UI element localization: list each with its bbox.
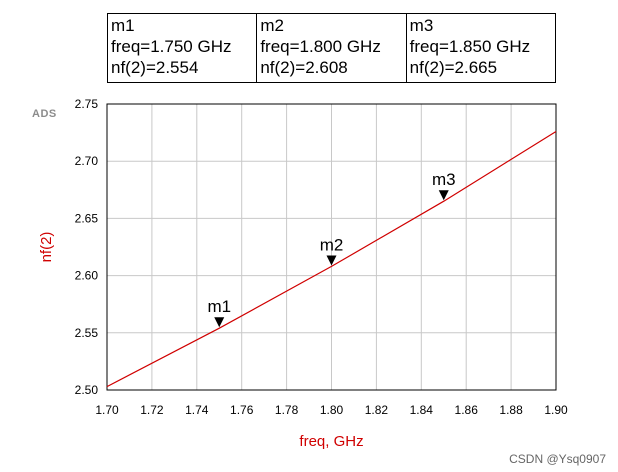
y-axis-label: nf(2) [38,232,55,263]
x-tick-label: 1.84 [410,403,434,417]
x-tick-label: 1.86 [455,403,479,417]
marker-name: m2 [260,16,284,35]
marker-value: nf(2)=2.554 [111,58,199,77]
x-tick-label: 1.78 [275,403,299,417]
x-tick-label: 1.74 [185,403,209,417]
watermark: CSDN @Ysq0907 [509,452,606,466]
x-tick-label: 1.76 [230,403,254,417]
y-tick-label: 2.75 [75,97,99,111]
series-line [106,130,557,388]
y-tick-label: 2.65 [75,211,99,225]
marker-label: m1 [207,297,231,316]
marker-cell-m1: m1 freq=1.750 GHz nf(2)=2.554 [108,14,258,82]
marker-triangle [438,190,449,201]
x-tick-label: 1.80 [320,403,344,417]
marker-freq: freq=1.800 GHz [260,37,381,56]
marker-triangle [326,255,337,266]
y-tick-label: 2.55 [75,326,99,340]
x-tick-label: 1.90 [544,403,568,417]
marker-value: nf(2)=2.608 [260,58,348,77]
marker-triangle [214,317,225,328]
marker-value: nf(2)=2.665 [409,58,498,77]
marker-freq: freq=1.850 GHz [409,37,531,56]
y-tick-label: 2.70 [75,154,99,168]
marker-label: m3 [432,170,456,189]
ads-logo: ADS [32,108,57,120]
marker-cell-m2: m2 freq=1.800 GHz nf(2)=2.608 [257,14,407,82]
y-tick-label: 2.50 [75,383,99,397]
x-tick-label: 1.72 [140,403,164,417]
x-tick-label: 1.88 [499,403,523,417]
marker-cell-m3: m3 freq=1.850 GHz nf(2)=2.665 [407,14,555,82]
marker-name: m1 [111,16,135,35]
plot-frame [106,103,557,391]
x-tick-label: 1.70 [95,403,119,417]
x-tick-label: 1.82 [365,403,389,417]
marker-readout-table: m1 freq=1.750 GHz nf(2)=2.554 m2 freq=1.… [107,13,556,83]
y-tick-label: 2.60 [75,269,99,283]
marker-label: m2 [320,235,344,254]
x-axis-label: freq, GHz [299,433,363,450]
marker-freq: freq=1.750 GHz [111,37,232,56]
marker-name: m3 [409,16,434,35]
